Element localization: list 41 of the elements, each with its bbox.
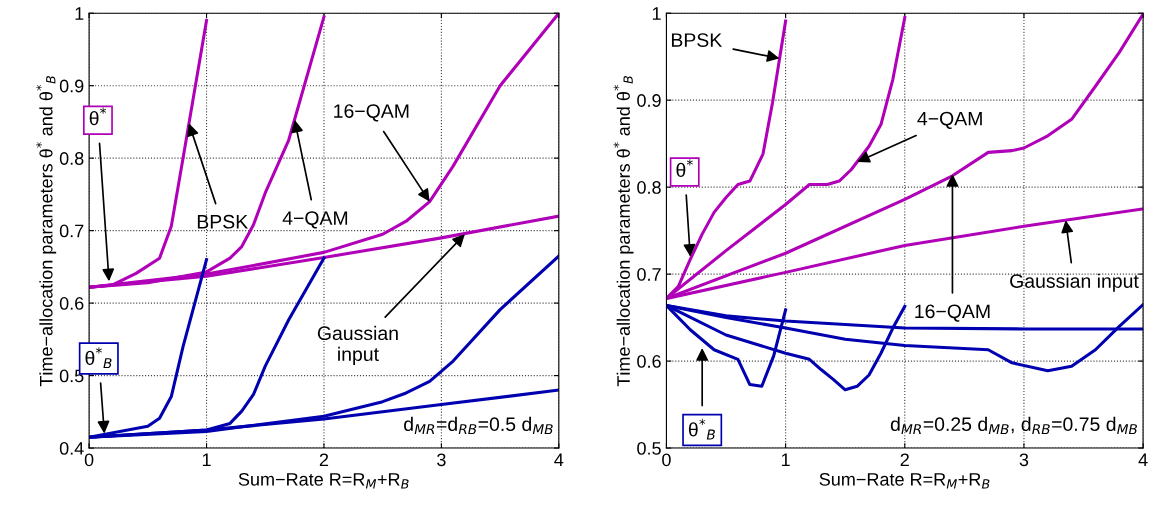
y-tick-label: 0.6: [59, 297, 84, 310]
annotation: 16−QAM: [334, 104, 409, 122]
y-axis-title: Time−allocation parameters θ$^{*}$ and θ$^{*}$$_{B}$: [613, 76, 634, 387]
x-tick-label: 3: [437, 453, 446, 467]
y-tick-label: 0.8: [59, 152, 84, 165]
x-tick-label: 4: [1138, 453, 1148, 466]
y-tick-label: 0.8: [637, 181, 661, 194]
x-tick-label: 1: [781, 453, 790, 466]
annotation: θ$^{*}$$_{B}$: [688, 418, 715, 440]
y-tick-label: 0.5: [637, 441, 661, 455]
annotation: 4−QAM: [282, 211, 348, 229]
annotation: Gaussian input: [317, 325, 398, 365]
x-tick-label: 2: [319, 453, 329, 466]
y-tick-label: 0.5: [59, 369, 84, 383]
y-axis-title: Time−allocation parameters θ$^{*}$ and θ$^{*}$$_{B}$: [36, 76, 57, 387]
x-tick-label: 0: [84, 453, 94, 467]
y-tick-label: 0.4: [59, 441, 84, 455]
annotation: BPSK: [197, 214, 248, 229]
y-tick-label: 1: [652, 7, 661, 20]
y-tick-label: 0.7: [59, 224, 84, 238]
x-tick-label: 0: [662, 453, 671, 467]
annotation: Gaussian input: [1010, 273, 1139, 292]
y-tick-label: 1: [75, 7, 84, 20]
y-tick-label: 0.9: [637, 94, 661, 107]
annotation: θ$^{*}$: [89, 107, 107, 126]
x-axis-title: Sum−Rate R=R$_{M}$+R$_{B}$: [819, 472, 990, 489]
annotation: d$_{MR}$=0.25 d$_{MB}$, d$_{RB}$=0.75 d$_{MB}$: [890, 416, 1137, 435]
annotation: d$_{MR}$=d$_{RB}$=0.5 d$_{MB}$: [404, 416, 553, 435]
x-axis-title: Sum−Rate R=R$_{M}$+R$_{B}$: [238, 472, 409, 489]
annotation: θ$^{*}$$_{B}$: [85, 347, 112, 369]
annotation: BPSK: [671, 33, 723, 47]
x-tick-label: 3: [1019, 453, 1029, 467]
y-tick-label: 0.6: [637, 355, 661, 368]
x-tick-label: 1: [202, 453, 211, 466]
x-tick-label: 4: [554, 453, 564, 466]
annotation: 16−QAM: [915, 304, 990, 322]
y-tick-label: 0.9: [59, 79, 84, 93]
x-tick-label: 2: [900, 453, 909, 466]
y-tick-label: 0.7: [637, 268, 661, 281]
annotation: θ$^{*}$: [676, 159, 693, 178]
annotation: 4−QAM: [917, 111, 982, 129]
